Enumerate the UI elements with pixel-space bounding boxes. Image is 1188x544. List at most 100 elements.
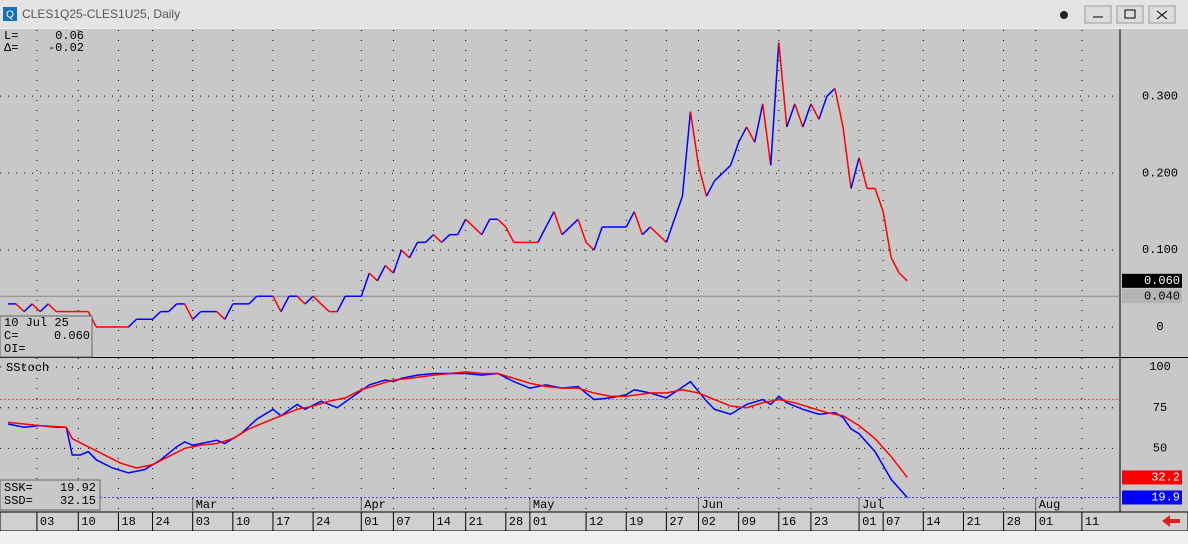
price-segment: [553, 211, 563, 235]
date-label: 16: [782, 515, 796, 529]
price-segment: [15, 303, 25, 313]
price-marker: [1122, 289, 1182, 304]
price-segment: [697, 165, 708, 197]
minimize-button[interactable]: [1084, 5, 1112, 24]
price-marker: [1122, 490, 1182, 505]
price-segment: [433, 234, 443, 243]
price-marker: [1122, 273, 1182, 288]
price-segment: [802, 103, 812, 128]
price-segment: [497, 218, 507, 228]
price-segment: [818, 95, 828, 120]
price-segment: [770, 42, 780, 166]
date-label: 11: [1085, 515, 1099, 529]
date-label: 23: [814, 515, 828, 529]
maximize-glyph: [1124, 9, 1136, 19]
date-label: 01: [533, 515, 547, 529]
date-label: 18: [121, 515, 135, 529]
price-segment: [192, 311, 202, 320]
price-segment: [320, 303, 330, 313]
price-segment: [280, 295, 290, 312]
maximize-button[interactable]: [1116, 5, 1144, 24]
date-label: 24: [156, 515, 170, 529]
price-segment: [408, 242, 419, 259]
ssk-key: SSK=: [4, 481, 33, 495]
close-glyph: [1156, 10, 1168, 20]
price-segment: [376, 265, 387, 282]
cursor-date: 10 Jul 25: [4, 316, 69, 330]
price-segment: [272, 295, 282, 312]
price-segment: [216, 311, 226, 320]
y-tick-label: 0.100: [1142, 243, 1178, 257]
price-segment: [481, 218, 491, 236]
price-segment: [746, 126, 756, 143]
oi-key: OI=: [4, 342, 26, 356]
date-label: 28: [509, 515, 523, 529]
last-key: L=: [4, 29, 18, 43]
price-segment: [786, 103, 796, 128]
price-segment: [360, 272, 371, 297]
price-segment: [441, 234, 451, 243]
price-segment: [810, 103, 820, 120]
price-segment: [384, 264, 394, 274]
cursor-box: [0, 315, 93, 358]
price-segment: [304, 295, 314, 305]
price-segment: [47, 303, 57, 313]
price-segment: [152, 311, 162, 320]
window-title: CLES1Q25-CLES1U25, Daily: [22, 7, 180, 21]
date-label: 21: [966, 515, 980, 529]
price-segment: [473, 226, 483, 236]
price-segment: [842, 126, 852, 189]
price-segment: [890, 257, 900, 274]
price-segment: [633, 211, 644, 235]
price-segment: [737, 126, 748, 143]
date-label: 12: [589, 515, 603, 529]
date-label: 19: [629, 515, 643, 529]
price-segment: [537, 211, 555, 243]
price-segment: [729, 142, 740, 166]
delta-value: -0.02: [48, 41, 84, 55]
scroll-arrow[interactable]: [1162, 515, 1180, 527]
y-tick-label: 100: [1149, 360, 1171, 374]
study-box: [0, 479, 101, 511]
link-button[interactable]: [1060, 11, 1068, 19]
month-label: Apr: [364, 498, 386, 512]
price-segment: [456, 218, 467, 236]
ssd-value: 32.15: [60, 494, 96, 508]
month-label: Jul: [862, 498, 884, 512]
price-segment: [312, 295, 322, 305]
date-label: 01: [364, 515, 378, 529]
date-label: 17: [276, 515, 290, 529]
price-segment: [874, 188, 884, 212]
price-segment: [898, 272, 908, 282]
date-label: 01: [862, 515, 876, 529]
date-label: 10: [81, 515, 95, 529]
price-segment: [296, 295, 306, 305]
date-label: 21: [469, 515, 483, 529]
price-segment: [714, 164, 732, 182]
month-label: Aug: [1039, 498, 1061, 512]
date-label: 09: [742, 515, 756, 529]
price-segment: [368, 272, 378, 282]
status-strip: [0, 531, 1188, 539]
chart-area: [0, 29, 1188, 531]
price-segment: [761, 103, 772, 166]
icon-glyph: Q: [6, 10, 14, 21]
y-tick-label: 75: [1153, 401, 1167, 415]
date-label: 07: [886, 515, 900, 529]
date-label: 10: [236, 515, 250, 529]
price-segment: [392, 249, 403, 274]
price-segment: [625, 211, 635, 228]
price-marker-label: 32.2: [1151, 471, 1180, 485]
price-segment: [400, 249, 410, 259]
date-label: 14: [926, 515, 940, 529]
price-segment: [753, 103, 764, 143]
price-segment: [858, 157, 868, 189]
price-segment: [248, 295, 258, 305]
close-value: 0.060: [54, 329, 90, 343]
price-segment: [689, 111, 700, 166]
date-label: 14: [437, 515, 451, 529]
month-label: May: [533, 498, 555, 512]
price-segment: [705, 180, 716, 197]
date-label: 24: [316, 515, 330, 529]
